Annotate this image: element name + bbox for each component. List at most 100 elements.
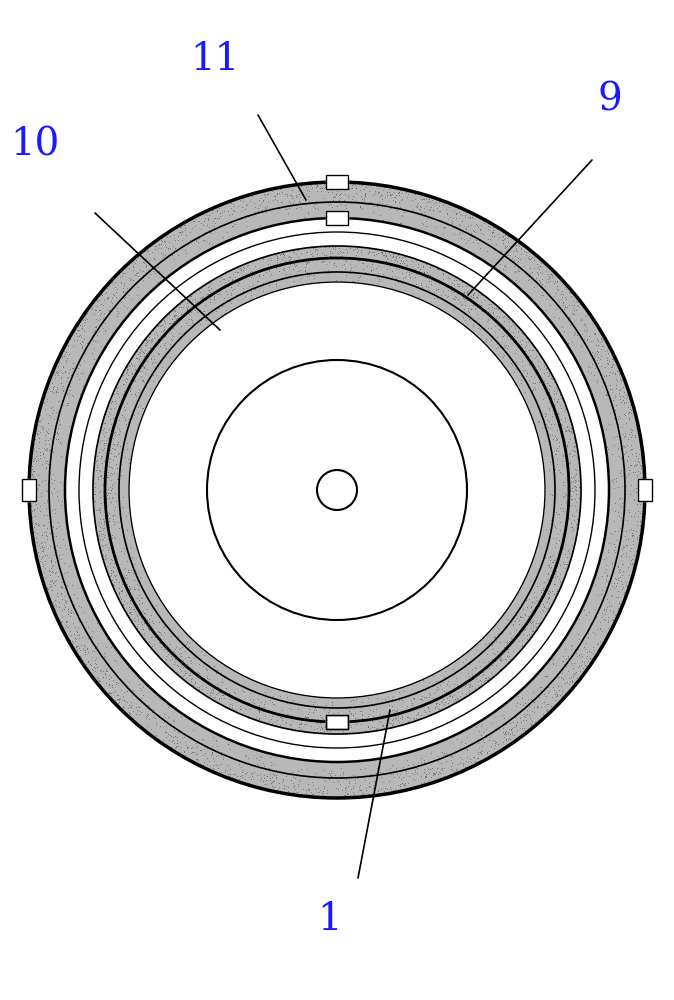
Point: [317, 252, 328, 268]
Point: [245, 269, 256, 285]
Point: [191, 233, 202, 249]
Point: [171, 738, 181, 754]
Point: [226, 200, 237, 216]
Point: [137, 352, 148, 368]
Point: [212, 677, 222, 693]
Point: [545, 596, 556, 612]
Point: [544, 454, 555, 470]
Point: [98, 305, 109, 321]
Point: [611, 532, 621, 548]
Point: [108, 506, 119, 522]
Point: [186, 673, 197, 689]
Point: [249, 267, 259, 283]
Point: [469, 754, 480, 770]
Point: [233, 262, 243, 278]
Point: [37, 473, 48, 489]
Point: [365, 720, 375, 736]
Point: [193, 282, 204, 298]
Point: [547, 369, 558, 385]
Point: [92, 659, 102, 675]
Point: [181, 305, 191, 321]
Point: [602, 599, 613, 615]
Point: [104, 685, 115, 701]
Point: [143, 620, 154, 636]
Point: [134, 363, 145, 379]
Point: [454, 679, 464, 695]
Point: [565, 485, 576, 501]
Point: [420, 769, 431, 785]
Point: [78, 334, 88, 350]
Point: [439, 268, 450, 284]
Point: [120, 602, 131, 618]
Point: [309, 270, 319, 286]
Point: [342, 785, 353, 801]
Point: [127, 360, 137, 376]
Point: [126, 562, 137, 578]
Point: [224, 741, 235, 757]
Point: [495, 653, 506, 669]
Point: [484, 743, 495, 759]
Point: [553, 382, 563, 398]
Point: [168, 656, 179, 672]
Point: [336, 185, 346, 201]
Point: [408, 706, 419, 722]
Point: [324, 765, 335, 781]
Point: [547, 589, 558, 605]
Point: [452, 675, 463, 691]
Point: [63, 606, 73, 622]
Point: [484, 660, 495, 676]
Point: [350, 194, 361, 210]
Point: [280, 707, 291, 723]
Point: [513, 323, 524, 339]
Point: [541, 702, 552, 718]
Point: [184, 661, 195, 677]
Point: [396, 249, 407, 265]
Point: [545, 395, 556, 411]
Point: [145, 332, 156, 348]
Point: [338, 252, 349, 268]
Point: [61, 344, 72, 360]
Point: [533, 413, 544, 429]
Point: [410, 779, 421, 795]
Point: [636, 470, 647, 486]
Point: [266, 252, 276, 268]
Point: [616, 548, 627, 564]
Point: [497, 652, 508, 668]
Point: [266, 689, 277, 705]
Point: [179, 668, 190, 684]
Point: [325, 245, 336, 261]
Point: [285, 247, 296, 263]
Point: [45, 560, 56, 576]
Point: [541, 273, 552, 289]
Point: [156, 232, 166, 248]
Point: [355, 761, 366, 777]
Point: [539, 358, 550, 374]
Point: [287, 250, 298, 266]
Point: [570, 429, 580, 445]
Point: [419, 682, 430, 698]
Point: [386, 717, 397, 733]
Point: [37, 517, 48, 533]
Point: [254, 766, 265, 782]
Point: [558, 295, 569, 311]
Point: [61, 613, 72, 629]
Point: [344, 265, 355, 281]
Point: [126, 355, 137, 371]
Point: [625, 477, 636, 493]
Point: [348, 780, 359, 796]
Point: [553, 582, 564, 598]
Point: [291, 784, 302, 800]
Point: [220, 283, 231, 299]
Point: [137, 373, 148, 389]
Point: [316, 709, 327, 725]
Point: [226, 674, 237, 690]
Point: [568, 293, 579, 309]
Point: [106, 388, 117, 404]
Point: [140, 337, 151, 353]
Point: [557, 554, 568, 570]
Point: [92, 292, 103, 308]
Point: [147, 597, 158, 613]
Point: [168, 713, 179, 729]
Point: [386, 766, 396, 782]
Point: [227, 766, 238, 782]
